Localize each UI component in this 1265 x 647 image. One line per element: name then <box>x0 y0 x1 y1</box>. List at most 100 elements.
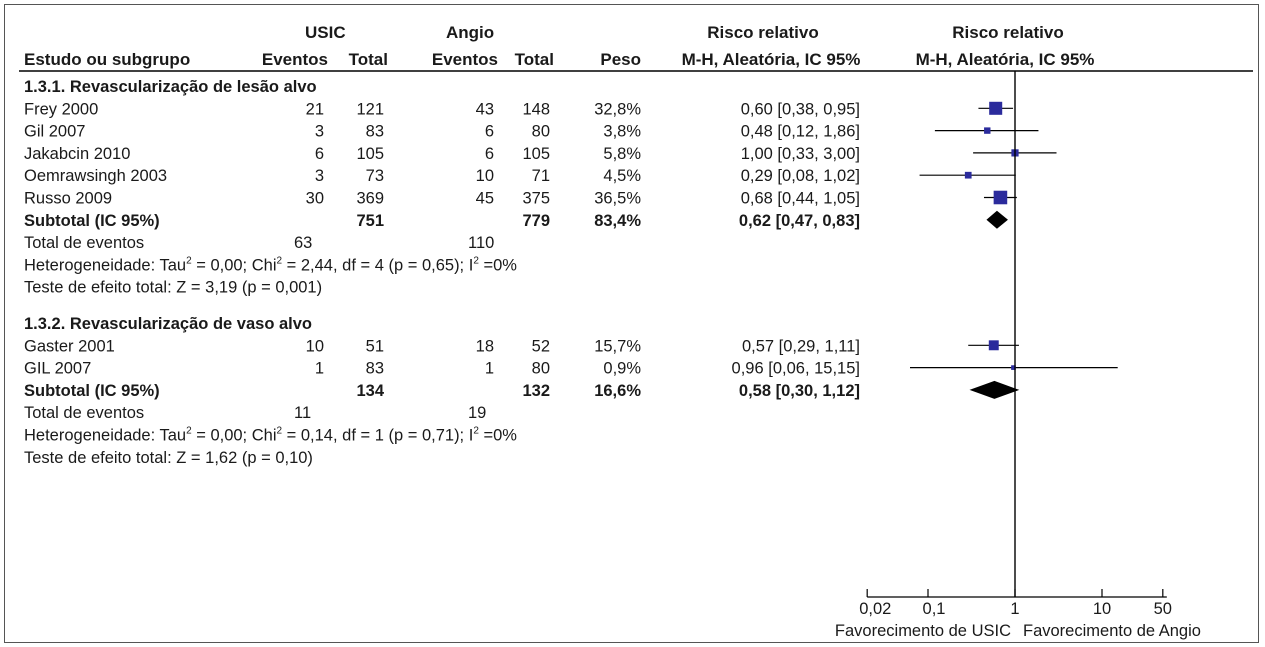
x-axis-tick-label: 50 <box>1154 600 1172 618</box>
study-name: Russo 2009 <box>24 190 112 208</box>
study-total-usic: 105 <box>356 145 384 163</box>
study-weight: 4,5% <box>603 167 641 185</box>
study-name: Gil 2007 <box>24 123 85 141</box>
study-point-estimate <box>993 190 1008 205</box>
superscript-2: 2 <box>186 426 192 437</box>
study-name: Jakabcin 2010 <box>24 145 130 163</box>
study-events-usic: 3 <box>315 167 324 185</box>
heterogeneity-tau: = 0,00; Chi <box>192 256 277 274</box>
subgroup-title: 1.3.1. Revascularização de lesão alvo <box>24 78 317 96</box>
study-name: Oemrawsingh 2003 <box>24 167 167 185</box>
study-name: GIL 2007 <box>24 360 91 378</box>
subtotal-rr-ci: 0,62 [0,47, 0,83] <box>739 212 860 230</box>
study-events-angio: 43 <box>476 100 494 118</box>
superscript-2: 2 <box>186 255 192 266</box>
study-events-usic: 1 <box>315 360 324 378</box>
study-point-estimate <box>1011 365 1016 370</box>
subtotal-label: Subtotal (IC 95%) <box>24 212 160 230</box>
heterogeneity-prefix: Heterogeneidade: Tau <box>24 427 186 445</box>
x-axis-tick-label: 0,02 <box>859 600 891 618</box>
study-events-angio: 6 <box>485 123 494 141</box>
study-point-estimate <box>989 101 1003 115</box>
study-events-angio: 1 <box>485 360 494 378</box>
study-rr-ci: 0,48 [0,12, 1,86] <box>741 123 860 141</box>
study-point-estimate <box>964 171 972 179</box>
header-rr-method: M-H, Aleatória, IC 95% <box>682 50 861 69</box>
header-rr-plot-title: Risco relativo <box>952 23 1064 42</box>
study-total-usic: 83 <box>366 360 384 378</box>
heterogeneity-i2: =0% <box>479 256 517 274</box>
superscript-2: 2 <box>473 255 479 266</box>
total-events-angio: 19 <box>468 404 486 422</box>
subtotal-total-angio: 132 <box>522 382 550 400</box>
heterogeneity-text: Heterogeneidade: Tau2 = 0,00; Chi2 = 2,4… <box>24 255 517 274</box>
study-rr-ci: 0,60 [0,38, 0,95] <box>741 100 860 118</box>
study-total-angio: 71 <box>532 167 550 185</box>
subtotal-weight: 16,6% <box>594 382 641 400</box>
study-rr-ci: 0,57 [0,29, 1,11] <box>742 337 860 355</box>
favors-angio-label: Favorecimento de Angio <box>1023 622 1201 640</box>
subtotal-weight: 83,4% <box>594 212 641 230</box>
study-total-angio: 52 <box>532 337 550 355</box>
heterogeneity-i2: =0% <box>479 427 517 445</box>
study-weight: 15,7% <box>594 337 641 355</box>
heterogeneity-prefix: Heterogeneidade: Tau <box>24 256 186 274</box>
total-events-usic: 11 <box>294 404 311 422</box>
subgroup-title: 1.3.2. Revascularização de vaso alvo <box>24 315 312 333</box>
header-rr-title: Risco relativo <box>707 23 819 42</box>
total-events-label: Total de eventos <box>24 404 144 422</box>
subtotal-label: Subtotal (IC 95%) <box>24 382 160 400</box>
study-rr-ci: 0,68 [0,44, 1,05] <box>741 190 860 208</box>
subtotal-diamond <box>986 210 1008 229</box>
study-total-usic: 121 <box>356 100 384 118</box>
favors-usic-label: Favorecimento de USIC <box>835 622 1011 640</box>
total-events-usic: 63 <box>294 234 312 252</box>
forest-plot: USIC Angio Risco relativo Risco relativo… <box>19 23 1253 640</box>
total-events-label: Total de eventos <box>24 234 144 252</box>
forest-axis: 0,02 0,1 1 10 50 Favorecimento de USIC Favorec… <box>835 71 1201 640</box>
study-events-angio: 6 <box>485 145 494 163</box>
study-total-usic: 73 <box>366 167 384 185</box>
study-events-usic: 3 <box>315 123 324 141</box>
study-total-usic: 83 <box>366 123 384 141</box>
header-plot-method: M-H, Aleatória, IC 95% <box>916 50 1095 69</box>
study-events-angio: 18 <box>476 337 494 355</box>
forest-marks <box>910 101 1118 399</box>
study-events-usic: 10 <box>306 337 324 355</box>
overall-effect-test: Teste de efeito total: Z = 1,62 (p = 0,1… <box>24 449 313 467</box>
x-axis-tick-label: 1 <box>1010 600 1019 618</box>
study-rr-ci: 0,29 [0,08, 1,02] <box>741 167 860 185</box>
study-total-usic: 369 <box>356 190 384 208</box>
header-events-angio: Eventos <box>432 50 498 69</box>
study-events-usic: 6 <box>315 145 324 163</box>
study-rr-ci: 1,00 [0,33, 3,00] <box>741 145 860 163</box>
header-total-usic: Total <box>349 50 388 69</box>
study-point-estimate <box>984 127 991 134</box>
study-total-angio: 105 <box>522 145 550 163</box>
total-events-angio: 110 <box>468 234 494 252</box>
study-total-angio: 148 <box>522 100 550 118</box>
study-events-usic: 30 <box>306 190 324 208</box>
study-total-angio: 80 <box>532 123 550 141</box>
study-total-angio: 80 <box>532 360 550 378</box>
forest-plot-frame: USIC Angio Risco relativo Risco relativo… <box>4 4 1259 643</box>
study-weight: 36,5% <box>594 190 641 208</box>
heterogeneity-chi: = 2,44, df = 4 (p = 0,65); I <box>282 256 473 274</box>
study-weight: 32,8% <box>594 100 641 118</box>
study-name: Frey 2000 <box>24 100 98 118</box>
header-group-angio: Angio <box>446 23 494 42</box>
subtotal-total-angio: 779 <box>522 212 550 230</box>
study-events-usic: 21 <box>306 100 324 118</box>
heterogeneity-text: Heterogeneidade: Tau2 = 0,00; Chi2 = 0,1… <box>24 426 517 445</box>
heterogeneity-chi: = 0,14, df = 1 (p = 0,71); I <box>282 427 473 445</box>
subtotal-rr-ci: 0,58 [0,30, 1,12] <box>739 382 860 400</box>
superscript-2: 2 <box>277 255 283 266</box>
header-events-usic: Eventos <box>262 50 328 69</box>
subtotal-total-usic: 134 <box>356 382 384 400</box>
forest-rows: 1.3.1. Revascularização de lesão alvo Fre… <box>24 78 860 467</box>
superscript-2: 2 <box>277 426 283 437</box>
study-weight: 5,8% <box>603 145 641 163</box>
header-weight: Peso <box>600 50 641 69</box>
study-events-angio: 45 <box>476 190 494 208</box>
header-group-usic: USIC <box>305 23 346 42</box>
